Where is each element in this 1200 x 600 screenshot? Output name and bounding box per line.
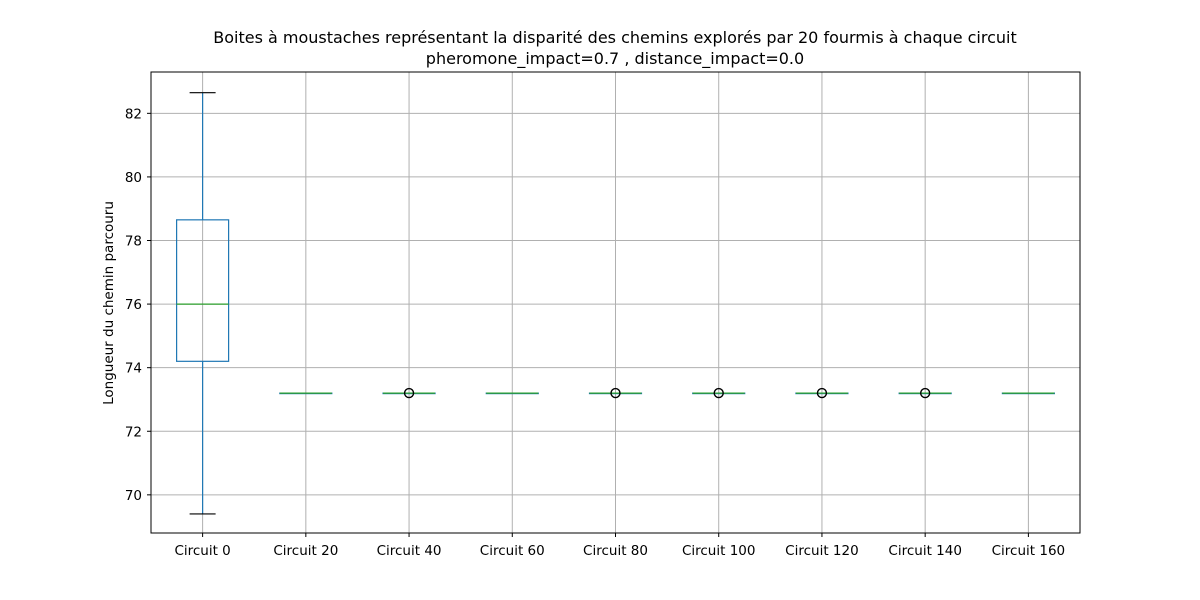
x-tick-label: Circuit 140 xyxy=(888,543,962,559)
y-tick-label: 70 xyxy=(125,488,142,504)
y-tick-label: 76 xyxy=(125,297,142,313)
x-tick-label: Circuit 160 xyxy=(992,543,1066,559)
y-axis-label: Longueur du chemin parcouru xyxy=(101,201,117,405)
outlier-point xyxy=(610,387,621,399)
chart-subtitle: pheromone_impact=0.7 , distance_impact=0… xyxy=(426,49,804,69)
y-tick-label: 80 xyxy=(125,170,142,186)
box-layer xyxy=(176,92,1055,515)
box-group xyxy=(1001,392,1055,395)
y-tick-label: 82 xyxy=(125,106,142,122)
chart-title: Boites à moustaches représentant la disp… xyxy=(213,28,1017,47)
outlier-point xyxy=(713,387,724,399)
box-group xyxy=(898,387,952,399)
box-group xyxy=(176,92,230,515)
x-tick-label: Circuit 80 xyxy=(583,543,648,559)
box-group xyxy=(795,387,849,399)
y-tick-label: 74 xyxy=(125,361,142,377)
x-tick-label: Circuit 20 xyxy=(273,543,338,559)
outlier-point xyxy=(919,387,931,399)
y-tick-label: 78 xyxy=(125,234,142,250)
box-iqr xyxy=(176,219,230,362)
box-group xyxy=(588,387,643,399)
outlier-point xyxy=(816,387,828,399)
x-tick-label: Circuit 0 xyxy=(174,543,230,559)
x-tick-label: Circuit 40 xyxy=(377,543,442,559)
box-group xyxy=(382,387,436,399)
x-tick-label: Circuit 120 xyxy=(785,543,859,559)
y-tick-label: 72 xyxy=(125,424,142,440)
axis-layer: Circuit 0 Circuit 20 Circuit 40 Circuit 60 C… xyxy=(125,106,1065,559)
box-group xyxy=(692,387,746,399)
box-group xyxy=(485,392,539,395)
x-tick-label: Circuit 60 xyxy=(480,543,545,559)
grid-layer xyxy=(151,72,1080,533)
outlier-point xyxy=(403,387,415,399)
x-tick-label: Circuit 100 xyxy=(682,543,756,559)
box-group xyxy=(279,392,333,395)
